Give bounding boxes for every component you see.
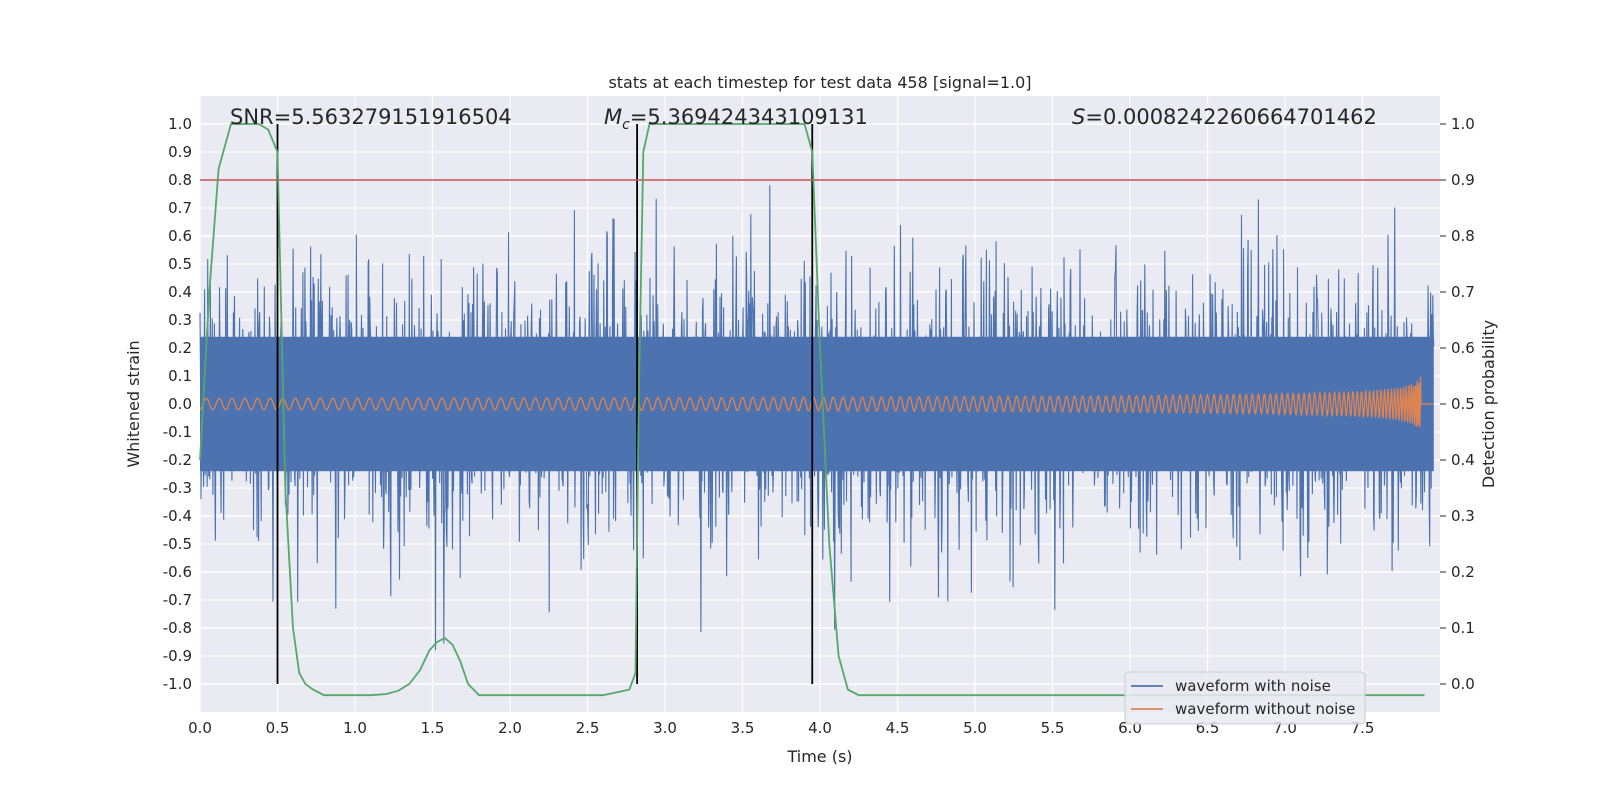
y-tick-label: 0.1 [168,367,192,385]
chirp-mass-symbol: M [604,105,622,129]
s-value: =0.0008242260664701462 [1085,105,1377,129]
y2-tick-label: 0.5 [1451,395,1475,413]
probability-series [199,123,1425,697]
snr-annotation: SNR=5.563279151916504 [230,105,512,129]
y-tick-label: 0.8 [168,171,192,189]
y-tick-label: 0.2 [168,339,192,357]
y-tick-label: -0.1 [163,423,192,441]
chirp-mass-subscript: c [622,117,630,133]
legend-box [1124,671,1366,725]
x-axis-ticks: 0.0 0.5 1.0 1.5 2.0 2.5 3.0 3.5 4.0 4.5 5.0 5.5 6.0 6… [188,719,1374,737]
x-tick-label: 4.0 [808,719,832,737]
y2-tick-label: 0.4 [1451,451,1475,469]
y-tick-label: -0.5 [163,535,192,553]
y-tick-label: -0.4 [163,507,192,525]
x-tick-label: 0.5 [266,719,290,737]
y2-tick-label: 0.7 [1451,283,1475,301]
x-tick-label: 3.0 [653,719,677,737]
x-tick-label: 5.5 [1041,719,1065,737]
x-tick-label: 5.0 [963,719,987,737]
x-tick-label: 1.5 [421,719,445,737]
chart-title: stats at each timestep for test data 458… [608,73,1031,92]
y-tick-label: -0.6 [163,563,192,581]
y-tick-label: 0.3 [168,311,192,329]
y2-tick-label: 0.9 [1451,171,1475,189]
y2-tick-label: 0.1 [1451,619,1475,637]
legend: waveform with noise waveform without noi… [1124,671,1366,725]
y-tick-label: 1.0 [168,115,192,133]
chirp-mass-value: =5.369424343109131 [630,105,868,129]
y-tick-label: 0.0 [168,395,192,413]
s-symbol: S [1072,105,1085,129]
x-tick-label: 2.5 [576,719,600,737]
y2-tick-label: 0.8 [1451,227,1475,245]
clean-series [199,376,1434,428]
x-tick-label: 4.5 [886,719,910,737]
y-tick-label: -0.7 [163,591,192,609]
x-tick-label: 0.0 [188,719,212,737]
y2-tick-label: 0.3 [1451,507,1475,525]
noise-line [199,185,1435,651]
y2-axis-ticks: 1.0 0.9 0.8 0.7 0.6 0.5 0.4 0.3 0.2 0.1 0.0 [1440,115,1475,693]
x-axis-label: Time (s) [786,747,852,766]
s-annotation: S=0.0008242260664701462 [1072,105,1377,129]
legend-label-clean: waveform without noise [1175,700,1355,718]
y-axis-ticks: 1.0 0.9 0.8 0.7 0.6 0.5 0.4 0.3 0.2 0.1 0.0 -0.1 -0.… [163,115,192,693]
y-tick-label: -0.9 [163,647,192,665]
x-tick-label: 2.0 [498,719,522,737]
y-tick-label: 0.5 [168,255,192,273]
legend-label-noise: waveform with noise [1175,677,1331,695]
y-tick-label: 0.6 [168,227,192,245]
y-tick-label: 0.4 [168,283,192,301]
x-tick-label: 1.0 [343,719,367,737]
y2-tick-label: 0.6 [1451,339,1475,357]
y-tick-label: -0.8 [163,619,192,637]
chirp-mass-annotation: Mc=5.369424343109131 [604,105,868,133]
y2-axis-label: Detection probability [1479,320,1498,488]
y-axis-label: Whitened strain [124,340,143,467]
y-tick-label: -0.2 [163,451,192,469]
y2-tick-label: 1.0 [1451,115,1475,133]
y2-tick-label: 0.2 [1451,563,1475,581]
y-tick-label: -0.3 [163,479,192,497]
y-tick-label: -1.0 [163,675,192,693]
x-tick-label: 3.5 [731,719,755,737]
y2-tick-label: 0.0 [1451,675,1475,693]
y-tick-label: 0.7 [168,199,192,217]
y-tick-label: 0.9 [168,143,192,161]
